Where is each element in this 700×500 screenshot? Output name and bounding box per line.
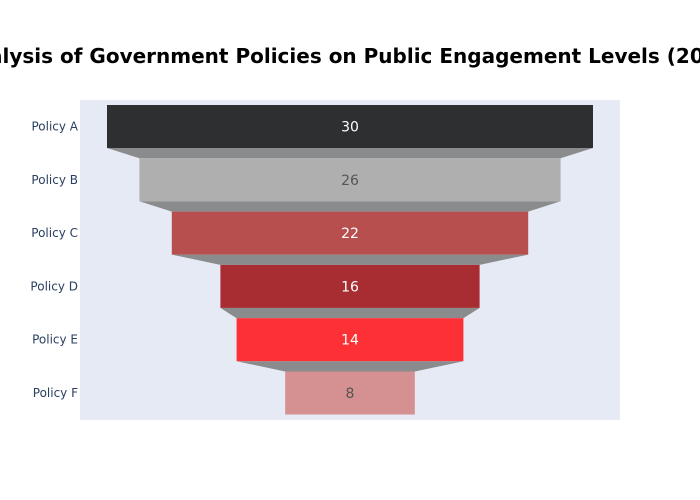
value-label: 22 xyxy=(341,226,359,242)
value-label: 16 xyxy=(341,279,359,295)
funnel-bar xyxy=(171,211,529,255)
category-label: Policy B xyxy=(31,173,78,187)
funnel-bar xyxy=(220,264,480,308)
category-labels: Policy A Policy B Policy C Policy D Policy E… xyxy=(30,120,78,401)
value-label: 8 xyxy=(346,386,355,402)
funnel-connector xyxy=(171,254,529,265)
funnel-bar xyxy=(139,158,561,202)
value-label: 14 xyxy=(341,333,359,349)
category-label: Policy C xyxy=(31,226,78,240)
funnel-bar xyxy=(236,318,464,362)
funnel-connector xyxy=(220,307,480,319)
funnel-connector xyxy=(107,148,593,159)
value-labels: 30 26 22 16 14 8 xyxy=(341,120,359,403)
category-label: Policy E xyxy=(32,333,78,347)
category-label: Policy D xyxy=(30,279,78,293)
value-label: 26 xyxy=(341,173,359,189)
funnel-bar xyxy=(107,105,593,148)
value-label: 30 xyxy=(341,120,359,136)
funnel-bar xyxy=(285,371,415,415)
connectors xyxy=(107,148,593,372)
funnel-connector xyxy=(236,361,464,372)
funnel-connector xyxy=(139,201,561,212)
bars xyxy=(107,105,593,415)
chart-title: Analysis of Government Policies on Publi… xyxy=(0,44,700,68)
category-label: Policy A xyxy=(31,120,78,134)
category-label: Policy F xyxy=(33,386,78,400)
